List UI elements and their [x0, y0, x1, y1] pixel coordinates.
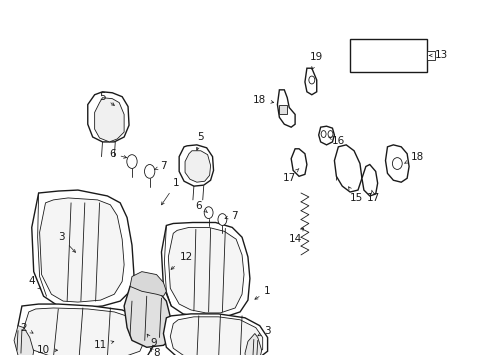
Text: 18: 18 [404, 152, 423, 163]
Text: 16: 16 [328, 136, 344, 146]
Text: 5: 5 [99, 92, 114, 105]
Text: 19: 19 [309, 53, 323, 69]
Polygon shape [124, 284, 173, 347]
Ellipse shape [218, 213, 226, 225]
Polygon shape [426, 50, 434, 60]
Text: 9: 9 [147, 334, 157, 348]
Polygon shape [130, 272, 166, 296]
Polygon shape [170, 317, 262, 360]
Ellipse shape [204, 207, 213, 219]
Polygon shape [244, 333, 261, 360]
Text: 7: 7 [154, 162, 166, 171]
Ellipse shape [144, 165, 155, 178]
Polygon shape [349, 39, 426, 72]
Ellipse shape [126, 155, 137, 168]
Polygon shape [318, 126, 334, 145]
Polygon shape [184, 151, 210, 182]
Text: 13: 13 [428, 50, 447, 60]
Polygon shape [163, 314, 267, 360]
Polygon shape [385, 145, 408, 182]
Polygon shape [277, 90, 294, 127]
Text: 2: 2 [0, 359, 1, 360]
Text: 3: 3 [58, 232, 75, 252]
Polygon shape [24, 308, 144, 360]
Text: 4: 4 [28, 276, 41, 289]
Text: 6: 6 [195, 201, 207, 212]
Text: 17: 17 [366, 190, 380, 203]
Polygon shape [168, 228, 244, 313]
Text: 18: 18 [253, 95, 273, 105]
Text: 4: 4 [0, 359, 1, 360]
Text: 5: 5 [196, 132, 203, 150]
Ellipse shape [308, 76, 314, 84]
Text: 17: 17 [282, 168, 298, 183]
Polygon shape [361, 165, 377, 196]
Text: 10: 10 [0, 359, 1, 360]
Text: 10: 10 [37, 345, 58, 355]
Polygon shape [305, 68, 316, 95]
Text: 14: 14 [288, 228, 303, 244]
Polygon shape [290, 149, 306, 176]
Text: 7: 7 [224, 211, 237, 221]
Polygon shape [334, 145, 361, 192]
Polygon shape [40, 198, 124, 302]
Polygon shape [87, 92, 129, 142]
Ellipse shape [391, 158, 402, 170]
Polygon shape [161, 222, 249, 318]
Text: 3: 3 [258, 325, 270, 336]
Polygon shape [18, 304, 153, 360]
Text: 1: 1 [161, 178, 179, 205]
Ellipse shape [327, 131, 332, 138]
Polygon shape [279, 104, 286, 114]
Text: 8: 8 [150, 348, 160, 358]
Text: 6: 6 [109, 149, 126, 159]
Text: 11: 11 [94, 340, 114, 350]
Polygon shape [95, 98, 124, 142]
Text: 12: 12 [171, 252, 192, 269]
Polygon shape [32, 190, 134, 308]
Text: 15: 15 [348, 187, 362, 203]
Ellipse shape [321, 131, 325, 138]
Polygon shape [14, 326, 34, 360]
Text: 2: 2 [20, 323, 33, 333]
Text: 1: 1 [254, 286, 270, 299]
Polygon shape [179, 145, 213, 186]
